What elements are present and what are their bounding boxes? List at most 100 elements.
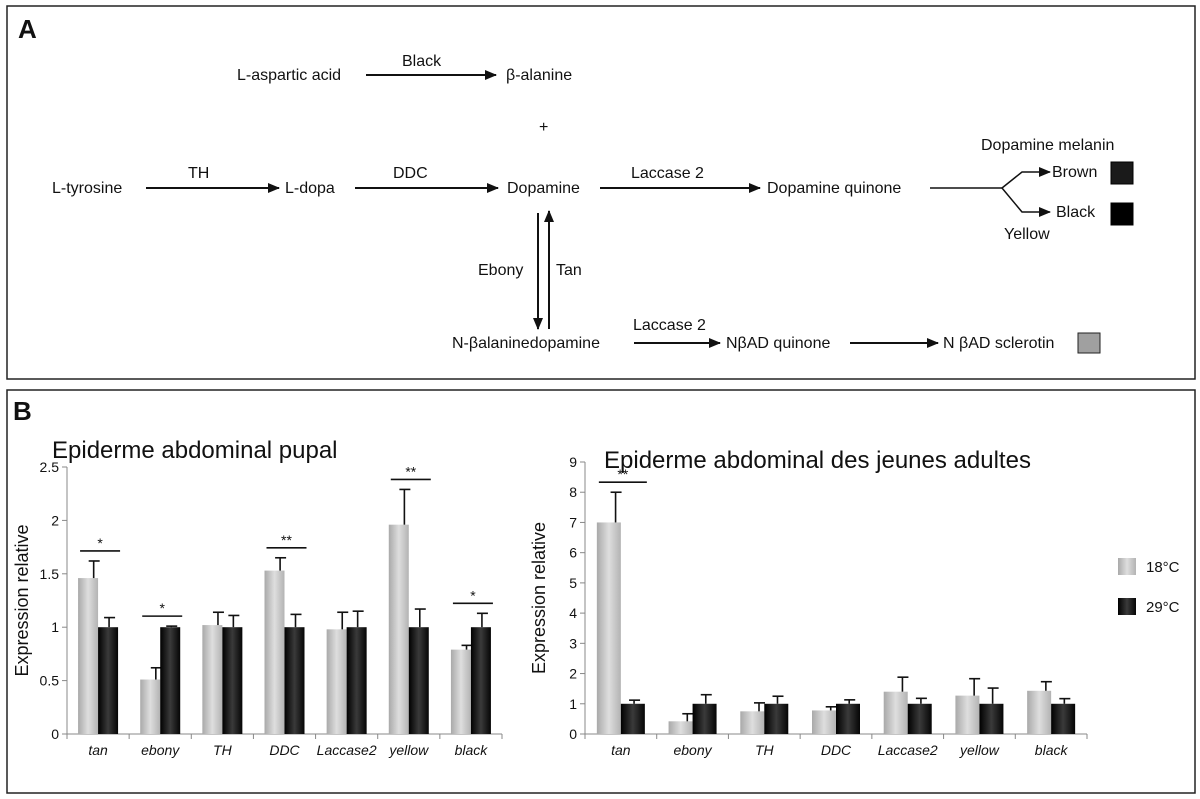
category-label: TH bbox=[213, 742, 233, 758]
significance-marker: * bbox=[97, 535, 103, 551]
bar-29c bbox=[692, 703, 717, 734]
bar-18c bbox=[740, 711, 765, 734]
chart-title: Epiderme abdominal pupal bbox=[52, 437, 338, 464]
legend-swatch-29 bbox=[1118, 598, 1136, 615]
th-enzyme-label: TH bbox=[188, 165, 209, 182]
bar-29c bbox=[98, 627, 119, 734]
bar-18c bbox=[812, 710, 836, 734]
y-tick-label: 4 bbox=[569, 605, 577, 621]
legend-swatch-18 bbox=[1118, 558, 1136, 575]
bar-29c bbox=[907, 703, 932, 734]
category-label: ebony bbox=[673, 742, 712, 758]
brown-color-box bbox=[1110, 161, 1134, 185]
y-tick-label: 5 bbox=[569, 575, 577, 591]
y-tick-label: 0 bbox=[569, 726, 577, 742]
category-label: black bbox=[1035, 742, 1069, 758]
category-label: yellow bbox=[388, 742, 429, 758]
ddc-enzyme-label: DDC bbox=[393, 165, 428, 182]
ebony-label: Ebony bbox=[478, 262, 523, 279]
beta-alanine-label: β-alanine bbox=[506, 67, 572, 84]
panel-a-frame bbox=[6, 5, 1196, 380]
tyrosine-label: L-tyrosine bbox=[52, 180, 122, 197]
significance-marker: * bbox=[159, 600, 165, 616]
branch-brown-arrow bbox=[1001, 167, 1051, 189]
plus-sign: + bbox=[539, 119, 548, 136]
bar-29c bbox=[979, 703, 1004, 734]
y-tick-label: 3 bbox=[569, 635, 577, 651]
y-axis-label: Expression relative bbox=[529, 522, 549, 674]
y-tick-label: 8 bbox=[569, 484, 577, 500]
sclerotin-color-box bbox=[1077, 332, 1101, 354]
bar-29c bbox=[408, 627, 429, 734]
category-label: tan bbox=[611, 742, 631, 758]
chart-title: Epiderme abdominal des jeunes adultes bbox=[604, 447, 1031, 474]
nbad-quinone-label: NβAD quinone bbox=[726, 335, 830, 352]
panel-a-letter: A bbox=[18, 14, 37, 44]
category-label: yellow bbox=[959, 742, 1000, 758]
y-tick-label: 0 bbox=[51, 726, 59, 742]
bar-29c bbox=[470, 627, 491, 734]
bar-18c bbox=[596, 522, 621, 734]
laccase-bottom-label: Laccase 2 bbox=[633, 317, 706, 334]
bar-18c bbox=[78, 578, 99, 734]
bar-18c bbox=[140, 679, 161, 734]
chart-adults: Epiderme abdominal des jeunes adultes Exp… bbox=[529, 447, 1088, 758]
sclerotin-label: N βAD sclerotin bbox=[943, 335, 1054, 352]
bar-29c bbox=[160, 627, 181, 734]
bar-29c bbox=[1051, 703, 1076, 734]
laccase-top-label: Laccase 2 bbox=[631, 165, 704, 182]
dopamine-melanin-label: Dopamine melanin bbox=[981, 137, 1114, 154]
bar-18c bbox=[388, 524, 409, 734]
bar-18c bbox=[955, 695, 980, 734]
y-tick-label: 0.5 bbox=[40, 673, 60, 689]
category-label: DDC bbox=[269, 742, 300, 758]
tan-label: Tan bbox=[556, 262, 582, 279]
black-enzyme-label: Black bbox=[402, 53, 442, 70]
legend-label-29: 29°C bbox=[1146, 599, 1180, 616]
y-tick-label: 6 bbox=[569, 545, 577, 561]
y-axis-label: Expression relative bbox=[12, 524, 32, 676]
brown-label: Brown bbox=[1052, 164, 1097, 181]
dopamine-label: Dopamine bbox=[507, 180, 580, 197]
legend-label-18: 18°C bbox=[1146, 559, 1180, 576]
significance-marker: ** bbox=[281, 532, 292, 548]
branch-black-arrow bbox=[1001, 187, 1051, 217]
bar-18c bbox=[326, 629, 347, 734]
panel-b-frame bbox=[6, 389, 1196, 794]
bar-18c bbox=[202, 625, 223, 734]
category-label: black bbox=[455, 742, 489, 758]
bar-29c bbox=[764, 703, 789, 734]
yellow-label: Yellow bbox=[1004, 226, 1050, 243]
y-tick-label: 2 bbox=[569, 666, 577, 682]
y-tick-label: 7 bbox=[569, 514, 577, 530]
significance-marker: * bbox=[470, 587, 476, 603]
bar-18c bbox=[450, 649, 471, 734]
bar-29c bbox=[620, 703, 645, 734]
category-label: TH bbox=[755, 742, 775, 758]
panel-b-letter: B bbox=[13, 396, 32, 426]
bar-18c bbox=[1027, 690, 1052, 734]
bar-18c bbox=[883, 691, 908, 734]
dopamine-quinone-label: Dopamine quinone bbox=[767, 180, 901, 197]
nbad-label: N-βalaninedopamine bbox=[452, 335, 600, 352]
black-label: Black bbox=[1056, 204, 1096, 221]
y-tick-label: 9 bbox=[569, 454, 577, 470]
bar-29c bbox=[284, 627, 305, 734]
category-label: Laccase2 bbox=[878, 742, 938, 758]
y-tick-label: 2.5 bbox=[40, 459, 60, 475]
bar-18c bbox=[264, 570, 285, 734]
category-label: ebony bbox=[141, 742, 180, 758]
chart-pupal: Epiderme abdominal pupal Expression relat… bbox=[12, 437, 503, 758]
y-tick-label: 1 bbox=[51, 619, 59, 635]
y-tick-label: 1 bbox=[569, 696, 577, 712]
ldopa-label: L-dopa bbox=[285, 180, 335, 197]
aspartic-acid-label: L-aspartic acid bbox=[237, 67, 341, 84]
category-label: DDC bbox=[821, 742, 852, 758]
significance-marker: ** bbox=[405, 463, 416, 479]
y-tick-label: 2 bbox=[51, 512, 59, 528]
bar-29c bbox=[222, 627, 243, 734]
bar-18c bbox=[668, 721, 693, 734]
y-tick-label: 1.5 bbox=[40, 566, 60, 582]
bar-29c bbox=[836, 703, 860, 734]
